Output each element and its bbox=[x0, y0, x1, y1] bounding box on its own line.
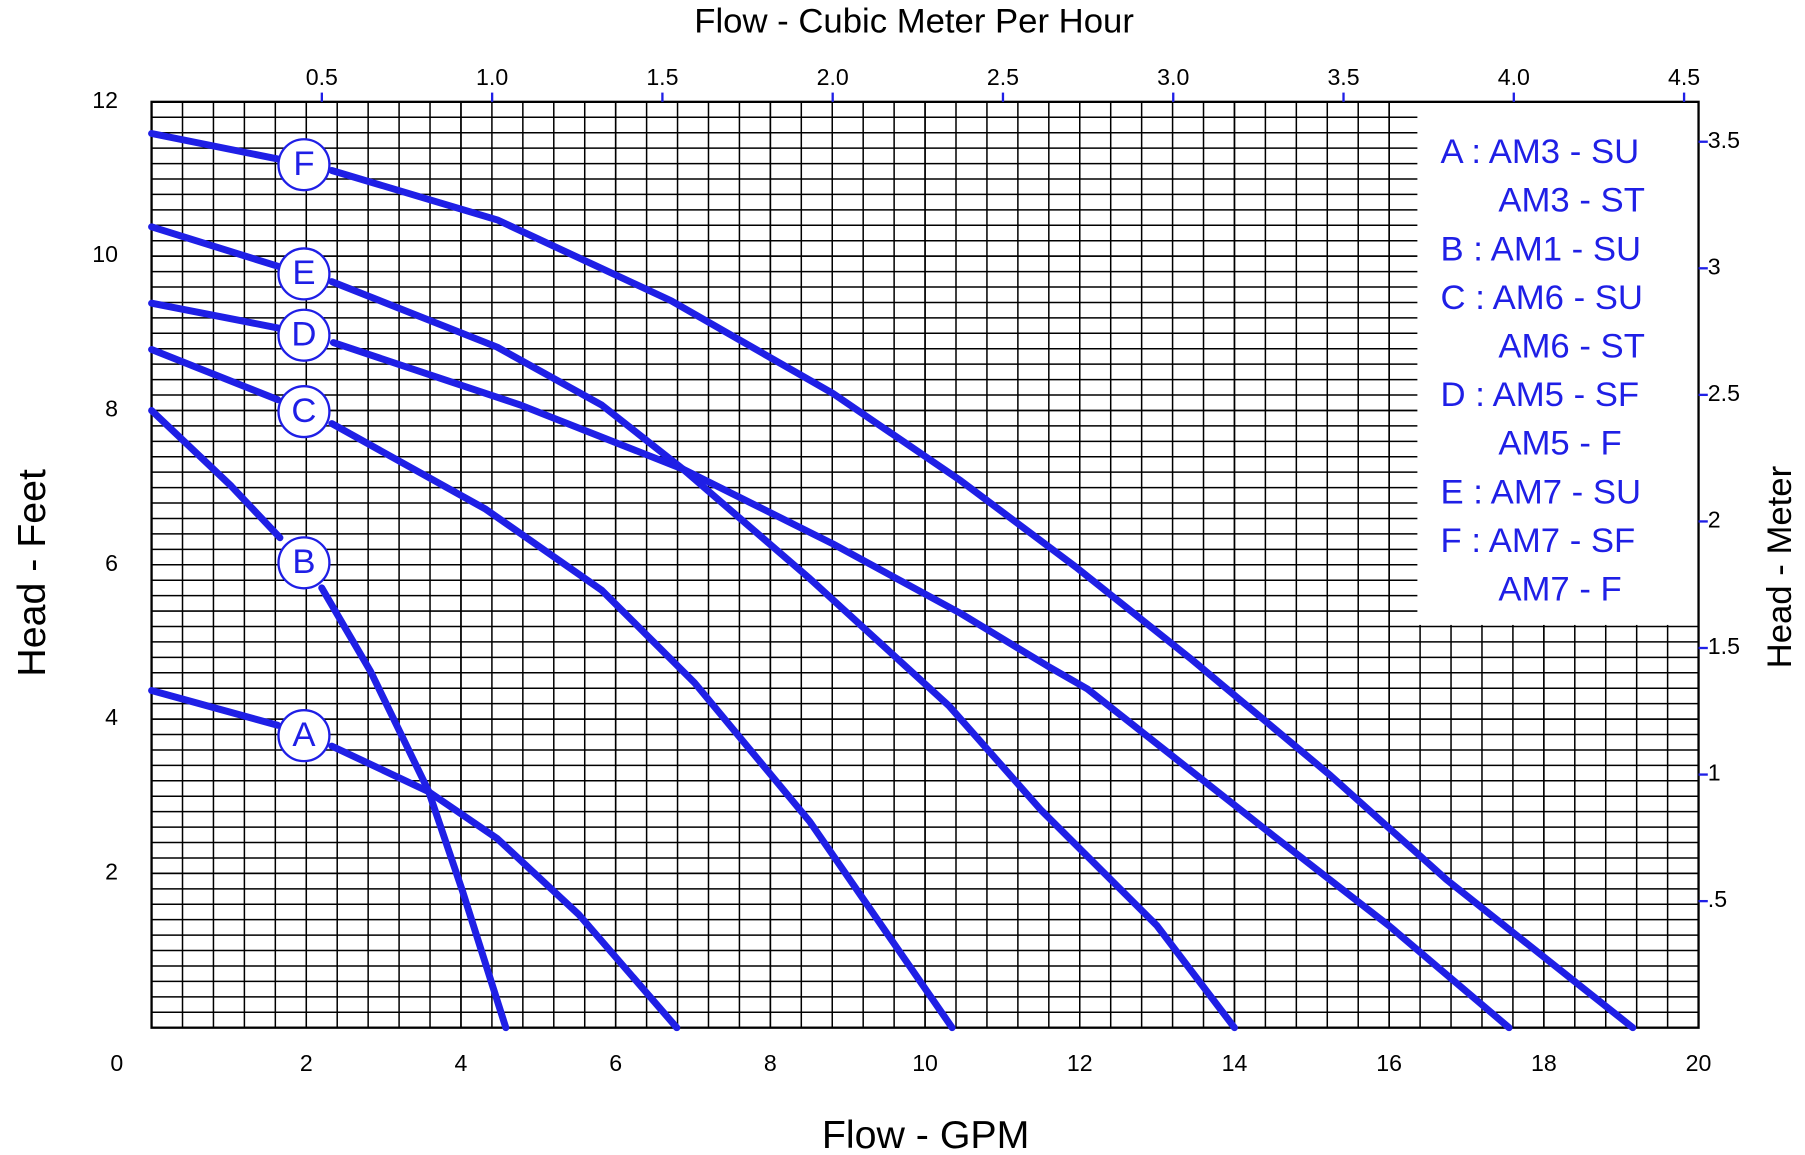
curve bbox=[148, 130, 282, 163]
x-tick-label: 10 bbox=[912, 1050, 938, 1076]
x-tick-label: 8 bbox=[764, 1050, 777, 1076]
x2-tick-label: 0.5 bbox=[306, 64, 338, 90]
x-tick-label: 14 bbox=[1222, 1050, 1248, 1076]
curve-label-circle bbox=[277, 536, 331, 590]
y2-tick-label: 3.5 bbox=[1708, 127, 1740, 153]
y2-tick-label: 3 bbox=[1708, 253, 1721, 279]
legend-entry: C : AM6 - SU bbox=[1441, 279, 1643, 317]
y2-tick-label: 1 bbox=[1708, 760, 1721, 786]
y-tick-label: 10 bbox=[92, 241, 118, 267]
x2-tick-label: 3.5 bbox=[1327, 64, 1359, 90]
plot-border bbox=[150, 100, 1700, 1029]
curve-label: F bbox=[293, 145, 314, 183]
x2-tick-label: 1.5 bbox=[646, 64, 678, 90]
x-tick-label: 4 bbox=[455, 1050, 468, 1076]
curve-label: B bbox=[292, 543, 315, 581]
x2-tick-label: 2.0 bbox=[817, 64, 849, 90]
legend-entry: A : AM3 - SU bbox=[1441, 133, 1640, 171]
curve bbox=[148, 299, 282, 332]
legend-entry: AM6 - ST bbox=[1498, 328, 1645, 366]
x-tick-label: 12 bbox=[1067, 1050, 1093, 1076]
curve bbox=[318, 584, 510, 1032]
curve bbox=[329, 339, 1513, 1032]
y2-tick-label: .5 bbox=[1708, 886, 1727, 912]
x-axis-title: Flow - GPM bbox=[822, 1113, 1030, 1155]
top-axis-title: Flow - Cubic Meter Per Hour bbox=[694, 2, 1134, 40]
curve-label: D bbox=[291, 316, 316, 354]
x2-tick-label: 3.0 bbox=[1157, 64, 1189, 90]
curves bbox=[148, 130, 1637, 1032]
curve-label: E bbox=[292, 254, 315, 292]
y-tick-label: 8 bbox=[105, 396, 118, 422]
curve bbox=[328, 167, 1637, 1032]
curve-label-circle bbox=[277, 247, 331, 301]
x2-tick-label: 4.5 bbox=[1668, 64, 1700, 90]
curve-label-circle bbox=[277, 384, 331, 439]
legend-entry: AM7 - F bbox=[1498, 571, 1621, 609]
curve-label: A bbox=[292, 716, 316, 754]
legend-entry: E : AM7 - SU bbox=[1441, 473, 1642, 511]
x-tick-label: 20 bbox=[1686, 1050, 1712, 1076]
legend-entry: AM3 - ST bbox=[1498, 182, 1645, 220]
curve bbox=[328, 278, 1238, 1032]
x-tick-label: 0 bbox=[110, 1050, 123, 1076]
legend-entry: AM5 - F bbox=[1498, 425, 1621, 463]
legend-entry: D : AM5 - SF bbox=[1441, 376, 1640, 414]
y-tick-label: 2 bbox=[105, 858, 118, 884]
y-tick-label: 6 bbox=[105, 550, 118, 576]
curve bbox=[148, 687, 282, 729]
x2-tick-label: 4.0 bbox=[1498, 64, 1530, 90]
curve-label: C bbox=[291, 392, 316, 430]
y-tick-label: 4 bbox=[105, 704, 118, 730]
curve-label-circle bbox=[277, 138, 331, 192]
y2-tick-label: 1.5 bbox=[1708, 633, 1740, 659]
legend-entry: F : AM7 - SF bbox=[1441, 522, 1636, 560]
x-tick-label: 6 bbox=[609, 1050, 622, 1076]
labels: A B CDE F bbox=[277, 138, 331, 763]
x-tick-label: 18 bbox=[1531, 1050, 1557, 1076]
curve bbox=[148, 406, 284, 542]
x2-tick-label: 1.0 bbox=[476, 64, 508, 90]
y-tick-label: 12 bbox=[92, 87, 118, 113]
curve-label-circle bbox=[277, 308, 331, 362]
grid bbox=[150, 101, 1700, 1028]
y2-axis-title: Head - Meter bbox=[1761, 466, 1799, 669]
y2-tick-label: 2 bbox=[1708, 507, 1721, 533]
y-axis-title: Head - Feet bbox=[10, 469, 54, 677]
x-tick-label: 16 bbox=[1376, 1050, 1402, 1076]
curve bbox=[328, 420, 956, 1032]
legend-box bbox=[1417, 101, 1699, 625]
legend-entry: B : AM1 - SU bbox=[1441, 230, 1642, 268]
curve bbox=[148, 223, 282, 270]
x-tick-label: 2 bbox=[300, 1050, 313, 1076]
curve bbox=[148, 346, 282, 404]
y2-tick-label: 2.5 bbox=[1708, 380, 1740, 406]
curve-label-circle bbox=[277, 709, 331, 763]
curve bbox=[328, 742, 681, 1032]
x2-tick-label: 2.5 bbox=[987, 64, 1019, 90]
